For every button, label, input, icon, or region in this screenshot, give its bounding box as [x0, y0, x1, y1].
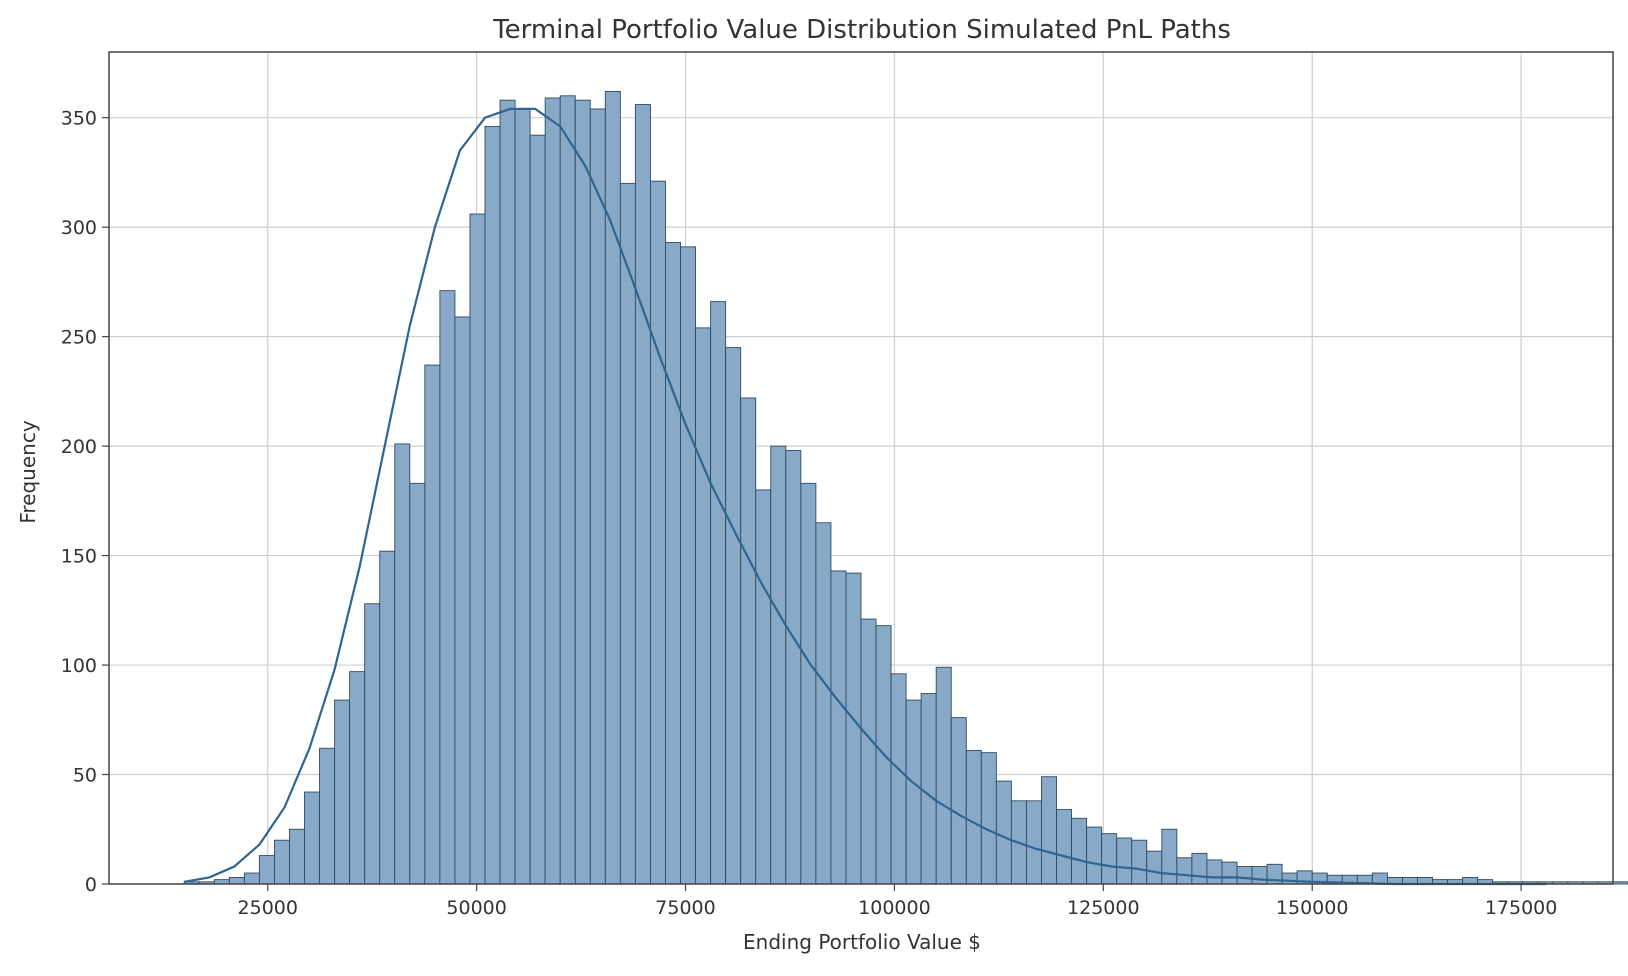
histogram-bar — [349, 671, 366, 885]
histogram-bar — [484, 125, 501, 885]
histogram-bar — [319, 747, 336, 885]
histogram-bar — [1101, 833, 1118, 885]
histogram-bar — [1251, 866, 1268, 885]
histogram-bar — [439, 290, 456, 885]
histogram-bar — [289, 828, 305, 885]
histogram-bar — [950, 717, 967, 885]
histogram-bar — [544, 97, 561, 885]
histogram-bar — [695, 327, 712, 885]
x-tick-label: 150000 — [1276, 897, 1349, 919]
histogram-bar — [589, 108, 606, 885]
axis-ticks: 25000 50000 75000 100000 125000 150000 175000 0… — [61, 108, 1558, 919]
histogram-bar — [1041, 776, 1057, 885]
histogram-bar — [469, 213, 486, 885]
histogram-bar — [1236, 866, 1253, 885]
histogram-bar — [920, 693, 937, 885]
histogram-bar — [890, 673, 907, 885]
histogram-bar — [649, 180, 666, 885]
histogram-bar — [740, 397, 757, 885]
histogram-bar — [665, 242, 681, 885]
y-tick-label: 350 — [61, 108, 97, 130]
y-tick-label: 150 — [61, 546, 97, 568]
histogram-bar — [334, 699, 351, 885]
histogram-bar — [980, 752, 997, 885]
y-tick-label: 50 — [73, 765, 97, 787]
histogram-bar — [559, 95, 576, 885]
y-tick-label: 250 — [61, 327, 97, 349]
histogram-bar — [800, 482, 817, 885]
histogram-bar — [499, 99, 516, 885]
histogram-bar — [304, 791, 321, 885]
x-tick-label: 75000 — [655, 897, 715, 919]
histogram-bar — [634, 104, 651, 885]
histogram-bar — [965, 749, 982, 885]
x-tick-label: 25000 — [238, 897, 298, 919]
histogram-bar — [1071, 817, 1088, 885]
histogram-bar — [1206, 859, 1223, 885]
histogram-bar — [710, 301, 727, 885]
histogram-bar — [680, 246, 697, 885]
x-axis-label: Ending Portfolio Value $ — [743, 930, 981, 954]
y-axis-label: Frequency — [16, 420, 40, 523]
histogram-bars — [183, 90, 1628, 885]
x-tick-label: 50000 — [446, 897, 506, 919]
histogram-bar — [1131, 839, 1148, 885]
histogram-bar — [1116, 837, 1133, 885]
plot-frame — [108, 51, 1614, 885]
histogram-bar — [424, 364, 441, 885]
histogram-bar — [454, 316, 471, 885]
histogram-bar — [1612, 881, 1628, 885]
histogram-bar — [619, 182, 636, 885]
x-tick-label: 125000 — [1067, 897, 1140, 919]
histogram-bar — [379, 550, 396, 885]
histogram-bar — [1161, 828, 1178, 885]
histogram-bar — [258, 855, 275, 885]
histogram-bar — [604, 90, 621, 885]
histogram-bar — [1281, 872, 1298, 885]
histogram-bar — [273, 839, 290, 885]
histogram-bar — [725, 347, 742, 885]
x-tick-label: 100000 — [858, 897, 931, 919]
histogram-bar — [514, 108, 531, 885]
histogram-bar — [1221, 861, 1238, 885]
histogram-bar — [815, 522, 832, 885]
histogram-bar — [995, 780, 1012, 885]
kde-curve — [184, 107, 1547, 886]
histogram-bar — [830, 570, 847, 885]
y-tick-label: 300 — [61, 217, 97, 239]
y-tick-label: 100 — [61, 655, 97, 677]
kde-curve-group — [184, 107, 1547, 886]
histogram-bar — [935, 666, 952, 885]
histogram-bar — [785, 450, 802, 885]
x-tick-label: 175000 — [1485, 897, 1558, 919]
histogram-bar — [409, 482, 426, 885]
histogram-bar — [860, 618, 877, 885]
histogram-bar — [905, 699, 922, 885]
histogram-bar — [228, 876, 245, 885]
histogram-bar — [845, 572, 862, 885]
y-tick-label: 0 — [85, 874, 97, 896]
histogram-bar — [1025, 800, 1042, 885]
histogram-bar — [364, 603, 381, 885]
histogram-bar — [529, 134, 546, 885]
histogram-bar — [1191, 852, 1208, 885]
histogram-bar — [243, 872, 260, 885]
histogram-bar — [1086, 826, 1103, 885]
y-tick-label: 200 — [61, 436, 97, 458]
histogram-bar — [770, 445, 787, 885]
histogram-bar — [1146, 850, 1163, 885]
chart-title: Terminal Portfolio Value Distribution Si… — [492, 15, 1231, 45]
histogram-bar — [574, 99, 591, 885]
histogram-bar — [755, 489, 772, 885]
histogram-bar — [1056, 809, 1073, 885]
histogram-bar — [394, 443, 411, 885]
histogram-bar — [1176, 857, 1193, 885]
